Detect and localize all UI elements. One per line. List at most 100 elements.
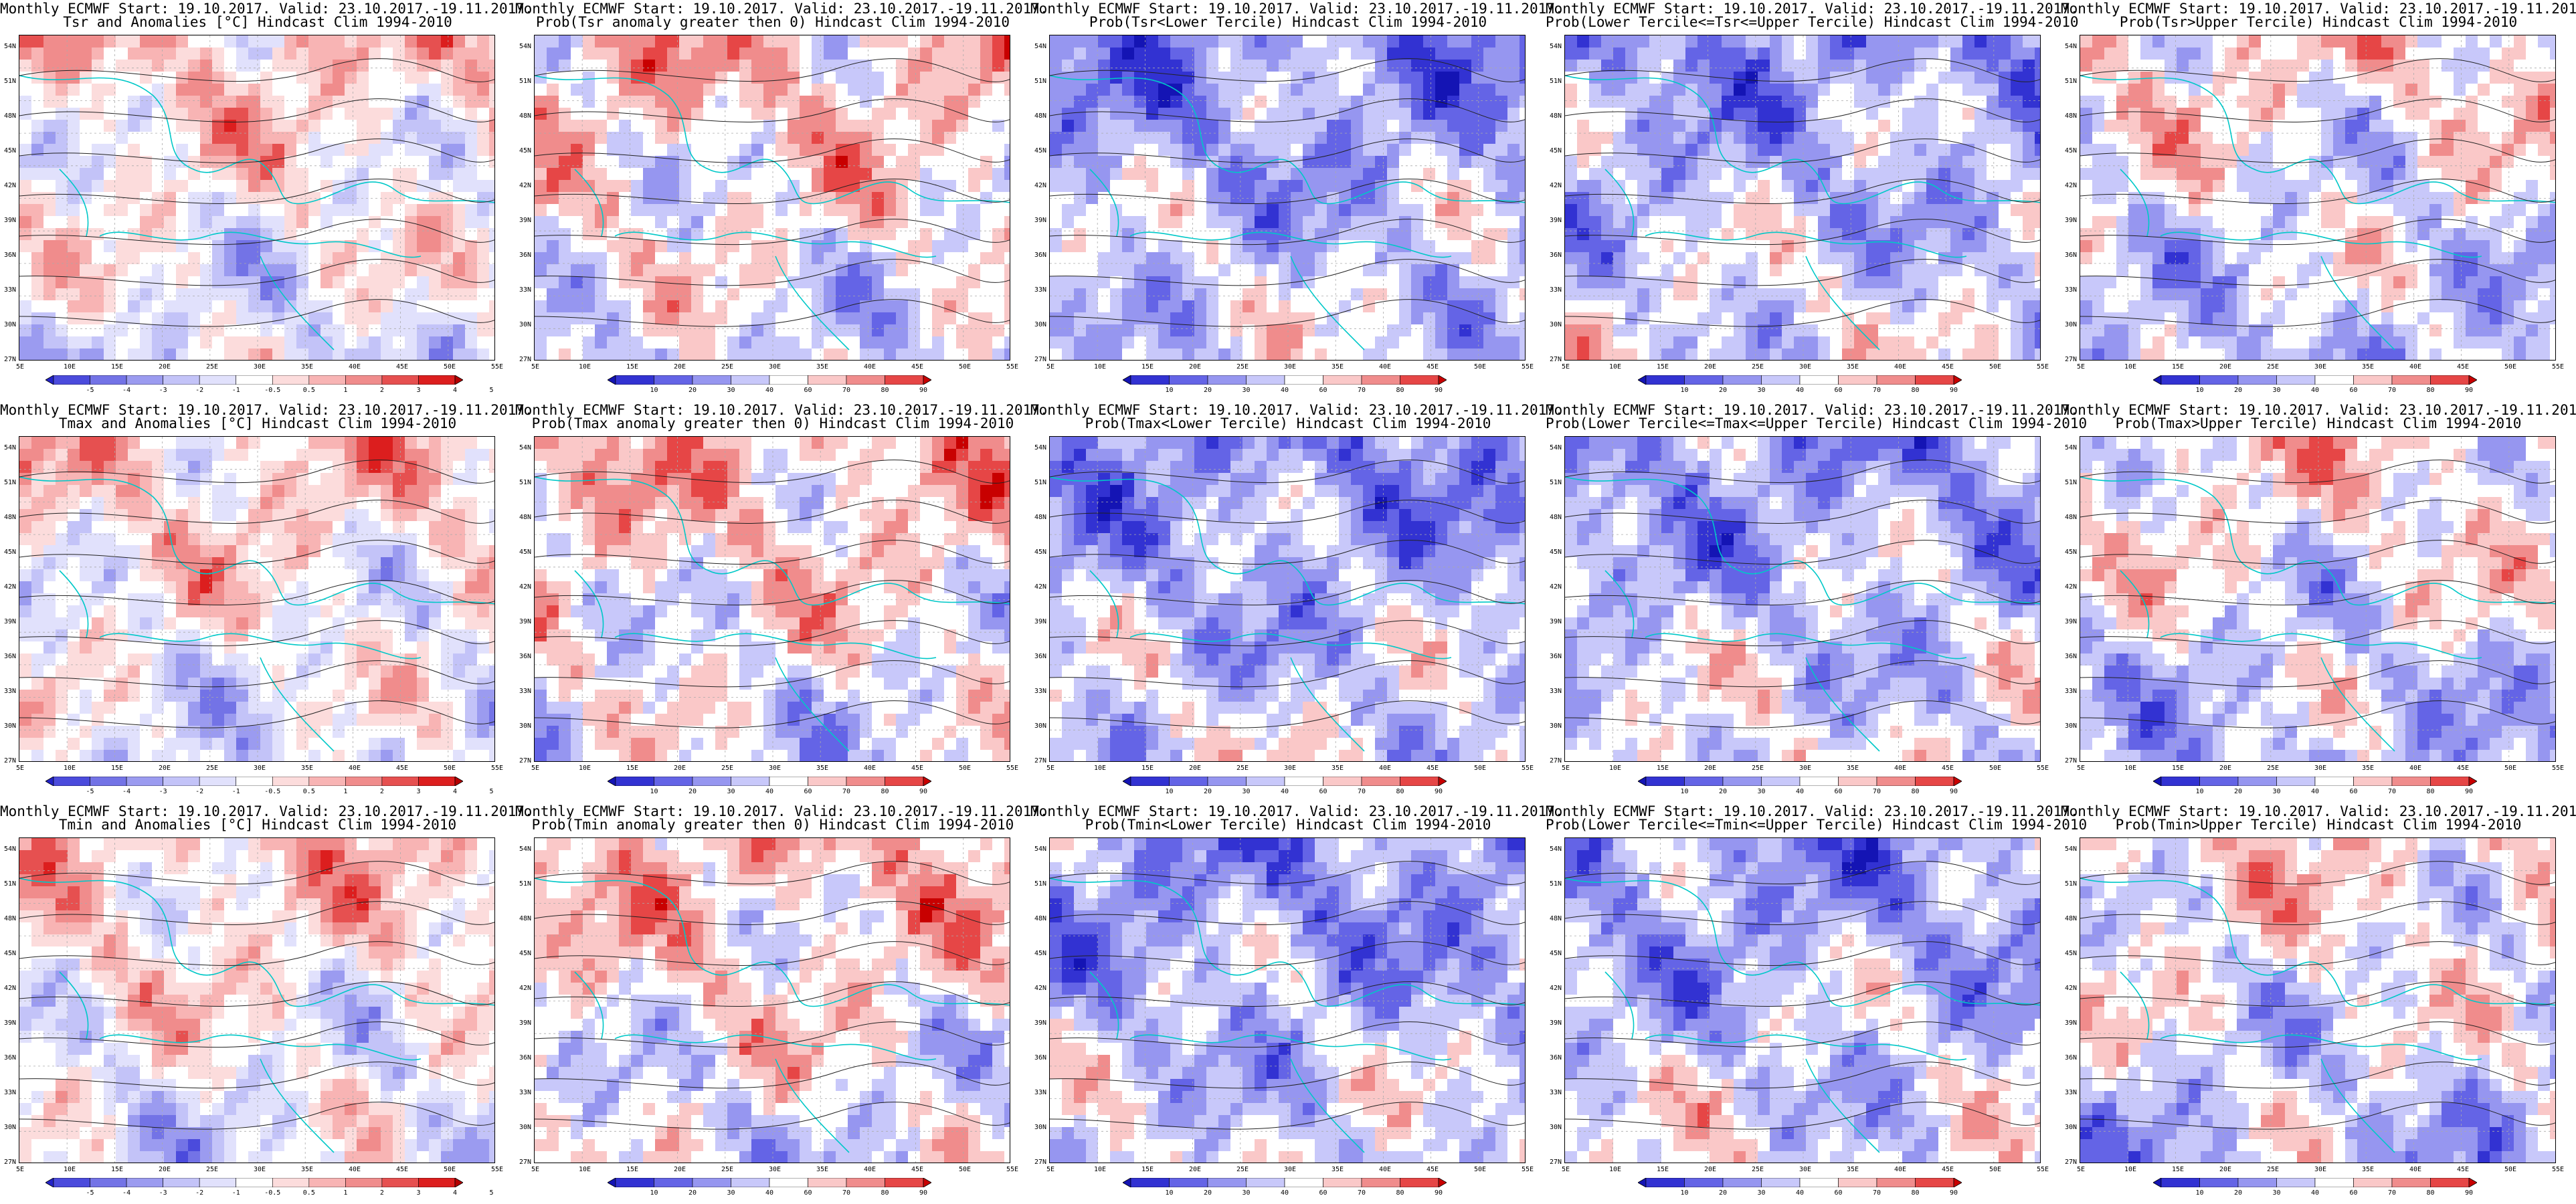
latitude-label: 39N (2065, 217, 2078, 224)
longitude-label: 15E (111, 1166, 124, 1173)
latitude-label: 51N (519, 479, 532, 486)
color-scale-tick: 80 (881, 1189, 889, 1197)
latitude-label: 45N (4, 950, 17, 957)
latitude-label: 54N (519, 43, 532, 50)
longitude-label: 50E (2504, 1166, 2517, 1173)
latitude-label: 39N (1550, 217, 1562, 224)
forecast-map (1049, 837, 1526, 1163)
longitude-label: 10E (64, 363, 76, 371)
longitude-label: 40E (349, 363, 361, 371)
color-scale-tick: 10 (650, 1189, 658, 1197)
color-scale-tick: 90 (919, 387, 928, 394)
color-scale-tick: 60 (2349, 788, 2358, 795)
latitude-label: 48N (2065, 112, 2078, 120)
color-scale-tick: 70 (1872, 1189, 1881, 1197)
map-panel: Monthly ECMWF Start: 19.10.2017. Valid: … (1030, 803, 1564, 1204)
panel-title-line2: Prob(Tmax<Lower Tercile) Hindcast Clim 1… (1085, 415, 1491, 431)
longitude-label: 25E (1752, 1166, 1764, 1173)
longitude-label: 5E (16, 363, 25, 371)
color-scale-bar (607, 776, 932, 787)
color-scale-tick: 30 (2272, 387, 2281, 394)
longitude-label: 20E (1189, 765, 1202, 772)
longitude-label: 20E (1189, 363, 1202, 371)
map-panel: Monthly ECMWF Start: 19.10.2017. Valid: … (0, 803, 533, 1204)
latitude-label: 48N (1034, 514, 1047, 521)
latitude-label: 51N (2065, 880, 2078, 888)
longitude-label: 55E (2037, 765, 2049, 772)
latitude-label: 48N (1550, 112, 1562, 120)
longitude-label: 50E (959, 363, 972, 371)
color-scale-tick: 80 (1911, 788, 1920, 795)
color-scale-tick: 3 (416, 788, 421, 795)
color-scale-tick: 90 (1949, 387, 1958, 394)
longitude-label: 30E (1284, 1166, 1297, 1173)
color-scale-tick: -2 (195, 1189, 204, 1197)
latitude-label: 48N (2065, 915, 2078, 922)
color-scale-tick: 30 (727, 1189, 735, 1197)
color-scale-tick: 30 (1242, 387, 1251, 394)
longitude-label: 40E (864, 765, 877, 772)
color-scale-tick: -1 (232, 788, 240, 795)
latitude-label: 27N (2065, 356, 2078, 363)
map-panel: Monthly ECMWF Start: 19.10.2017. Valid: … (1546, 0, 2079, 401)
color-scale-tick: 1 (343, 788, 348, 795)
color-scale-tick: 60 (1834, 1189, 1843, 1197)
color-scale-tick: 80 (1396, 788, 1404, 795)
map-panel: Monthly ECMWF Start: 19.10.2017. Valid: … (2061, 0, 2576, 401)
latitude-label: 51N (519, 880, 532, 888)
color-scale-tick: 80 (1911, 1189, 1920, 1197)
longitude-label: 5E (2077, 363, 2086, 371)
latitude-label: 39N (519, 618, 532, 625)
latitude-label: 51N (4, 78, 17, 85)
longitude-label: 30E (769, 765, 781, 772)
longitude-label: 55E (1006, 363, 1019, 371)
latitude-label: 36N (2065, 252, 2078, 259)
longitude-label: 15E (111, 765, 124, 772)
latitude-label: 33N (1034, 688, 1047, 695)
map-panel: Monthly ECMWF Start: 19.10.2017. Valid: … (515, 803, 1048, 1204)
longitude-label: 10E (1609, 765, 1622, 772)
color-scale-tick: 90 (1949, 1189, 1958, 1197)
latitude-label: 30N (1550, 1124, 1562, 1131)
latitude-label: 39N (4, 618, 17, 625)
longitude-label: 10E (2124, 1166, 2137, 1173)
longitude-label: 5E (1046, 1166, 1055, 1173)
latitude-label: 51N (4, 479, 17, 486)
longitude-label: 30E (2314, 363, 2327, 371)
longitude-label: 50E (1989, 1166, 2002, 1173)
latitude-label: 36N (519, 252, 532, 259)
latitude-label: 51N (1034, 880, 1047, 888)
latitude-label: 33N (1550, 688, 1562, 695)
longitude-label: 50E (1474, 363, 1487, 371)
color-scale-tick: 80 (2426, 1189, 2435, 1197)
panel-title-line2: Prob(Lower Tercile<=Tmin<=Upper Tercile)… (1546, 817, 2088, 833)
latitude-label: 30N (2065, 321, 2078, 328)
latitude-label: 33N (1034, 286, 1047, 294)
color-scale-tick: 3 (416, 387, 421, 394)
panel-title-line1: Monthly ECMWF Start: 19.10.2017. Valid: … (2061, 402, 2576, 418)
color-scale-tick: 2 (379, 387, 384, 394)
longitude-label: 25E (1236, 765, 1249, 772)
panel-title-line1: Monthly ECMWF Start: 19.10.2017. Valid: … (1546, 803, 2079, 819)
color-scale-tick: 70 (1357, 1189, 1366, 1197)
color-scale-tick: 40 (1280, 1189, 1289, 1197)
color-scale-tick: 90 (1434, 387, 1443, 394)
latitude-label: 54N (2065, 444, 2078, 452)
panel-title-line2: Prob(Tmin<Lower Tercile) Hindcast Clim 1… (1085, 817, 1491, 833)
latitude-label: 39N (1550, 618, 1562, 625)
latitude-label: 39N (4, 1019, 17, 1027)
latitude-label: 36N (1550, 1054, 1562, 1062)
forecast-map (2080, 436, 2556, 762)
latitude-label: 30N (2065, 722, 2078, 730)
latitude-label: 30N (519, 321, 532, 328)
longitude-label: 15E (2172, 363, 2185, 371)
longitude-label: 55E (491, 1166, 504, 1173)
color-scale-tick: -3 (159, 387, 167, 394)
color-scale-bar (1122, 776, 1447, 787)
longitude-label: 20E (1704, 1166, 1717, 1173)
color-scale-tick: 10 (2195, 387, 2204, 394)
longitude-label: 10E (2124, 765, 2137, 772)
color-scale-tick: 40 (1280, 387, 1289, 394)
longitude-label: 15E (1141, 1166, 1154, 1173)
latitude-label: 27N (2065, 1159, 2078, 1166)
